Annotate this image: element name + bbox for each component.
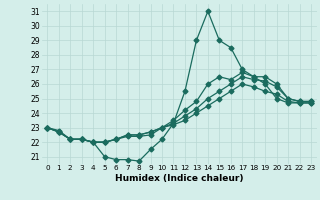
X-axis label: Humidex (Indice chaleur): Humidex (Indice chaleur) — [115, 174, 244, 183]
